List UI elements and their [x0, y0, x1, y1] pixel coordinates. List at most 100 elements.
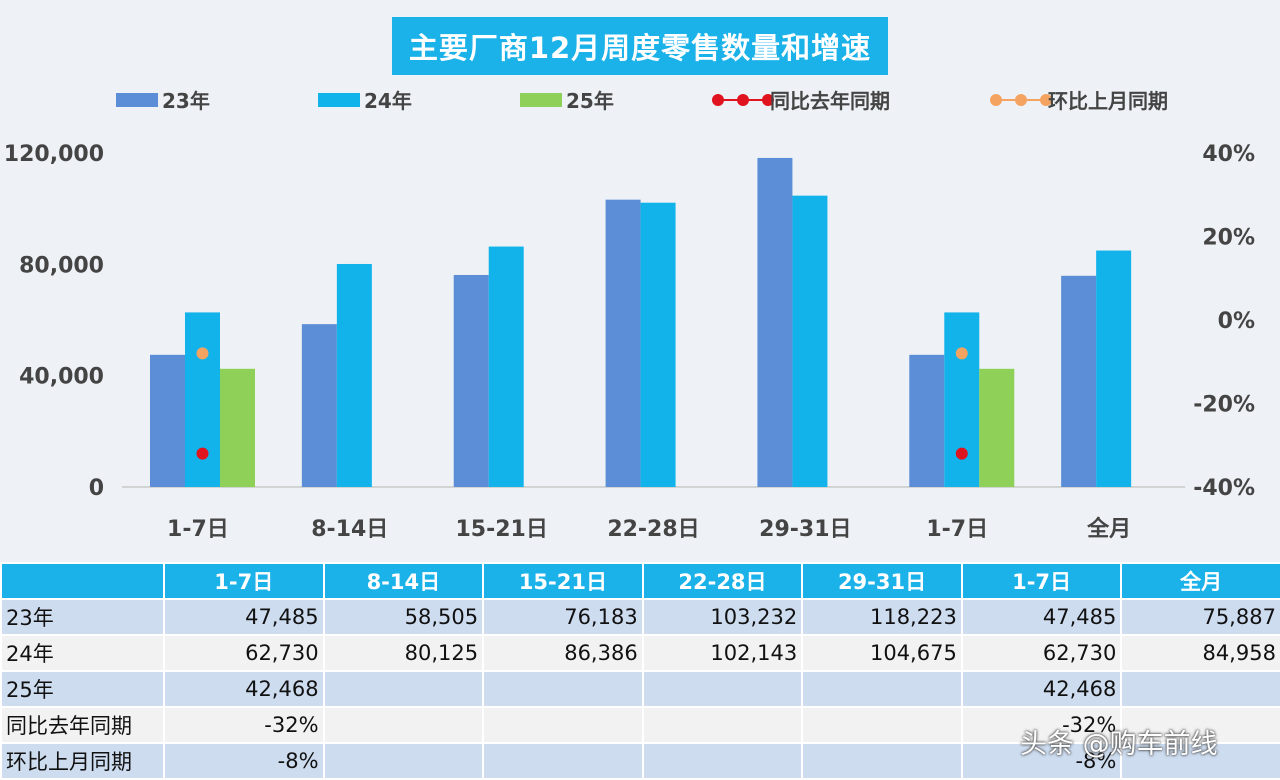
table-row-label: 24年: [0, 634, 165, 672]
chart-title: 主要厂商12月周度零售数量和增速: [392, 17, 888, 75]
bar: [909, 354, 945, 487]
table-cell: -8%: [163, 742, 325, 780]
table-cell: 102,143: [641, 634, 804, 672]
y-axis-tick-label: 0: [89, 476, 104, 501]
table-header-cell: 22-28日: [641, 562, 804, 600]
table-row: 同比去年同期 -32% -32%: [0, 706, 1280, 744]
y2-axis-tick-label: -40%: [1193, 476, 1255, 501]
table-cell: [641, 742, 804, 780]
table-cell: [482, 670, 644, 708]
bar: [488, 246, 524, 487]
legend-label: 25年: [566, 89, 614, 113]
table-cell: 58,505: [322, 598, 485, 636]
bar: [1061, 275, 1097, 487]
table-row: 23年 47,485 58,505 76,183 103,232 118,223 47,48…: [0, 598, 1280, 636]
table-cell: 62,730: [163, 634, 325, 672]
legend-marker: [990, 94, 1002, 106]
legend-label: 同比去年同期: [770, 89, 890, 113]
bar: [185, 312, 220, 487]
table-cell: 118,223: [801, 598, 963, 636]
table-row-label: 同比去年同期: [0, 706, 165, 744]
bar: [605, 199, 641, 487]
table-cell: [641, 670, 804, 708]
legend-marker: [762, 94, 774, 106]
table-cell: 103,232: [641, 598, 804, 636]
table-cell: [1120, 742, 1280, 780]
bar: [220, 368, 255, 487]
legend-marker: [712, 94, 724, 106]
line-point: [955, 447, 968, 460]
x-axis-tick-label: 8-14日: [311, 517, 388, 542]
table-cell: 80,125: [322, 634, 485, 672]
bar: [336, 263, 372, 487]
table-cell: [801, 742, 963, 780]
y-axis-tick-label: 40,000: [19, 365, 104, 390]
legend-label: 环比上月同期: [1048, 89, 1168, 113]
table-header-cell: 1-7日: [163, 562, 325, 600]
x-axis-tick-label: 29-31日: [759, 517, 851, 542]
legend-marker: [737, 94, 749, 106]
table-cell: 47,485: [960, 598, 1123, 636]
table-cell: 104,675: [801, 634, 963, 672]
table-cell: 62,730: [960, 634, 1123, 672]
bar: [301, 324, 337, 487]
table-cell: [482, 706, 644, 744]
line-point: [955, 347, 968, 360]
x-axis-tick-label: 全月: [1086, 516, 1131, 542]
table-cell: -8%: [960, 742, 1123, 780]
chart-area: 主要厂商12月周度零售数量和增速 0 40,000 80,000 120,000 -40…: [0, 0, 1280, 562]
table-row-label: 环比上月同期: [0, 742, 165, 780]
table-cell: -32%: [960, 706, 1123, 744]
table-cell: 47,485: [163, 598, 325, 636]
bar: [757, 157, 793, 487]
table-cell: 42,468: [163, 670, 325, 708]
table-cell: [322, 706, 485, 744]
x-axis-tick-label: 15-21日: [455, 517, 547, 542]
bar: [150, 354, 185, 487]
bar: [640, 202, 676, 488]
table-cell: [641, 706, 804, 744]
table-cell: [1120, 670, 1280, 708]
y-axis-tick-label: 120,000: [4, 142, 104, 167]
table-cell: [801, 670, 963, 708]
table-row: 24年 62,730 80,125 86,386 102,143 104,675 62,73…: [0, 634, 1280, 672]
table-header-cell: 1-7日: [960, 562, 1123, 600]
legend-marker: [1040, 94, 1052, 106]
table-cell: 76,183: [482, 598, 644, 636]
y2-axis-tick-label: 40%: [1202, 142, 1255, 167]
table-cell: 86,386: [482, 634, 644, 672]
table-header-cell: 8-14日: [322, 562, 485, 600]
table-header-cell: [0, 562, 165, 600]
table-cell: [322, 742, 485, 780]
table-cell: [801, 706, 963, 744]
line-point: [196, 347, 209, 360]
table-row: 25年 42,468 42,468: [0, 670, 1280, 708]
y-axis-tick-label: 80,000: [19, 253, 104, 278]
table-cell: 42,468: [960, 670, 1123, 708]
table-cell: [322, 670, 485, 708]
bar: [979, 368, 1015, 487]
legend-label: 24年: [364, 89, 412, 113]
legend-swatch: [318, 93, 360, 107]
table-header-cell: 15-21日: [482, 562, 644, 600]
y2-axis-tick-label: 0%: [1218, 309, 1255, 334]
legend-marker: [1015, 94, 1027, 106]
table-cell: 75,887: [1120, 598, 1280, 636]
table-cell: [1120, 706, 1280, 744]
data-table: 1-7日 8-14日 15-21日 22-28日 29-31日 1-7日 全月 23年 47,…: [0, 562, 1280, 780]
table-row-label: 23年: [0, 598, 165, 636]
table-row-label: 25年: [0, 670, 165, 708]
x-axis-tick-label: 1-7日: [926, 517, 988, 542]
watermark-text: 头条 @购车前线: [1020, 729, 1218, 760]
bar: [792, 195, 828, 487]
table-header-cell: 全月: [1120, 562, 1280, 600]
bar: [453, 274, 489, 487]
x-axis-tick-label: 1-7日: [167, 517, 229, 542]
legend-swatch: [520, 93, 562, 107]
legend-label: 23年: [162, 89, 210, 113]
y2-axis-tick-label: 20%: [1202, 226, 1255, 251]
bar: [944, 312, 980, 487]
table-header-cell: 29-31日: [801, 562, 963, 600]
bar: [1096, 250, 1132, 487]
y2-axis-tick-label: -20%: [1193, 393, 1255, 418]
